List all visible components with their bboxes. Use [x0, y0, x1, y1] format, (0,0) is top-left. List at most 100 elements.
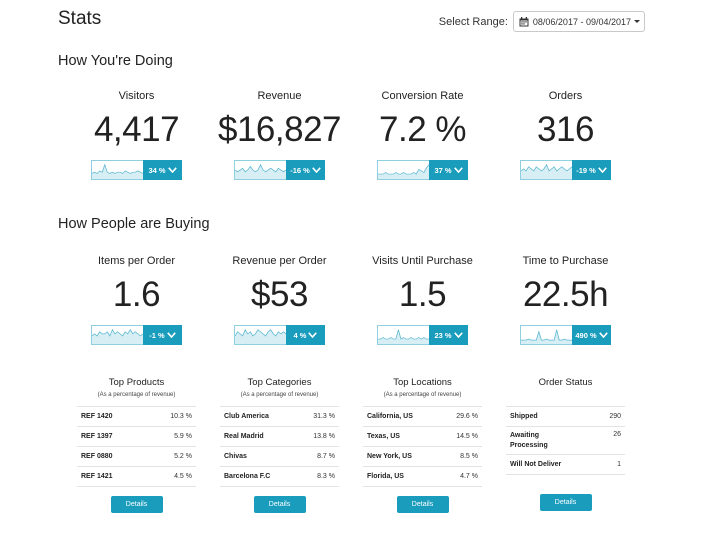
range-label: Select Range: [438, 15, 508, 28]
panel-subtitle: (As a percentage of revenue) [240, 392, 319, 398]
sparkline-area [92, 329, 143, 344]
top-products-details-button[interactable]: Details [110, 496, 163, 513]
order-status-details-button[interactable]: Details [539, 494, 592, 511]
sparkline-chart [377, 160, 429, 180]
table-row: Will Not Deliver 1 [506, 455, 625, 475]
row-value: 31.3 % [313, 413, 335, 420]
table-row: Real Madrid 13.8 % [220, 427, 339, 447]
table-row: REF 1397 5.9 % [77, 427, 196, 447]
row-name: Real Madrid [224, 433, 264, 440]
sparkline-line [92, 328, 143, 337]
metric-value: 7.2 % [379, 110, 467, 149]
metric-orders: Orders 316 -19 % [494, 90, 637, 180]
metric-value: 1.5 [398, 275, 447, 314]
row-name: Chivas [224, 453, 247, 460]
section-title-buying: How People are Buying [58, 216, 210, 232]
range-picker: Select Range: 08/06/2017 - 09/04/2017 [439, 11, 645, 32]
row-value: 14.5 % [456, 433, 478, 440]
trend-toggle-button[interactable]: -1 % [143, 325, 182, 345]
metric-label: Visitors [118, 90, 155, 102]
trend-toggle-button[interactable]: 490 % [572, 325, 611, 345]
sparkline-line [378, 329, 429, 340]
table-row: Texas, US 14.5 % [363, 427, 482, 447]
row-value: 8.7 % [317, 453, 335, 460]
row-value: 1 [617, 461, 621, 468]
top-locations-details-button[interactable]: Details [396, 496, 449, 513]
row-value: 10.3 % [170, 413, 192, 420]
order-status-table: Shipped 290 Awaiting Processing 26 Will … [506, 406, 625, 475]
sparkline-area [521, 329, 572, 344]
chevron-down-icon [597, 167, 607, 173]
top-locations-table: California, US 29.6 % Texas, US 14.5 % N… [363, 406, 482, 487]
row-name: REF 1420 [81, 413, 113, 420]
sparkline-widget: 23 % [377, 325, 468, 345]
table-row: Chivas 8.7 % [220, 447, 339, 467]
metric-value: 1.6 [112, 275, 161, 314]
chevron-down-icon [166, 332, 176, 338]
table-row: REF 1421 4.5 % [77, 467, 196, 487]
chevron-down-icon [453, 167, 463, 173]
row-value: 13.8 % [313, 433, 335, 440]
trend-toggle-button[interactable]: -19 % [572, 160, 611, 180]
table-row: New York, US 8.5 % [363, 447, 482, 467]
chevron-down-icon [453, 332, 463, 338]
panel-title: Top Locations [393, 377, 452, 388]
trend-value: 4 % [293, 330, 307, 340]
trend-toggle-button[interactable]: 23 % [429, 325, 468, 345]
metric-time-to-purchase: Time to Purchase 22.5h 490 % [494, 255, 637, 345]
trend-value: 23 % [434, 330, 452, 340]
date-range-button[interactable]: 08/06/2017 - 09/04/2017 [512, 11, 645, 32]
sparkline-widget: -16 % [234, 160, 325, 180]
metric-revenue-per-order: Revenue per Order $53 4 % [208, 255, 351, 345]
top-categories-details-button[interactable]: Details [253, 496, 306, 513]
metric-value: 316 [537, 110, 594, 149]
trend-value: -19 % [576, 165, 596, 175]
sparkline-chart [377, 325, 429, 345]
sparkline-chart [234, 325, 286, 345]
trend-toggle-button[interactable]: 34 % [143, 160, 182, 180]
breakdown-tables: Top Products (As a percentage of revenue… [65, 377, 637, 513]
sparkline-widget: 34 % [91, 160, 182, 180]
row-value: 5.2 % [174, 453, 192, 460]
sparkline-line [235, 328, 286, 337]
metric-visitors: Visitors 4,417 34 % [65, 90, 208, 180]
trend-value: 37 % [434, 165, 452, 175]
sparkline-line [521, 329, 572, 341]
chevron-down-icon [167, 167, 177, 173]
sparkline-widget: -1 % [91, 325, 182, 345]
sparkline-area [378, 329, 429, 344]
row-name: Club America [224, 413, 269, 420]
row-name: Barcelona F.C [224, 473, 271, 480]
section-title-doing: How You're Doing [58, 53, 173, 69]
row-name: Texas, US [367, 433, 400, 440]
table-row: Awaiting Processing 26 [506, 427, 625, 455]
metric-revenue: Revenue $16,827 -16 % [208, 90, 351, 180]
trend-toggle-button[interactable]: -16 % [286, 160, 325, 180]
metric-label: Orders [548, 90, 583, 102]
metric-label: Visits Until Purchase [372, 255, 473, 267]
trend-toggle-button[interactable]: 37 % [429, 160, 468, 180]
order-status-panel: Order Status Shipped 290 Awaiting Proces… [494, 377, 637, 513]
sparkline-area [92, 164, 143, 179]
row-name: REF 1421 [81, 473, 113, 480]
sparkline-chart [520, 325, 572, 345]
row-value: 29.6 % [456, 413, 478, 420]
metric-items-per-order: Items per Order 1.6 -1 % [65, 255, 208, 345]
metric-label: Time to Purchase [522, 255, 609, 267]
sparkline-chart [234, 160, 286, 180]
sparkline-line [378, 164, 429, 175]
row-name: REF 1397 [81, 433, 113, 440]
sparkline-widget: 4 % [234, 325, 325, 345]
top-locations-panel: Top Locations (As a percentage of revenu… [351, 377, 494, 513]
sparkline-area [378, 164, 429, 179]
row-name: Will Not Deliver [510, 461, 562, 468]
row-value: 26 [613, 431, 621, 438]
table-row: Shipped 290 [506, 407, 625, 427]
row-name: Awaiting Processing [510, 432, 548, 449]
table-row: Club America 31.3 % [220, 407, 339, 427]
metric-label: Revenue [257, 90, 302, 102]
table-row: California, US 29.6 % [363, 407, 482, 427]
table-row: REF 1420 10.3 % [77, 407, 196, 427]
trend-toggle-button[interactable]: 4 % [286, 325, 325, 345]
top-categories-panel: Top Categories (As a percentage of reven… [208, 377, 351, 513]
